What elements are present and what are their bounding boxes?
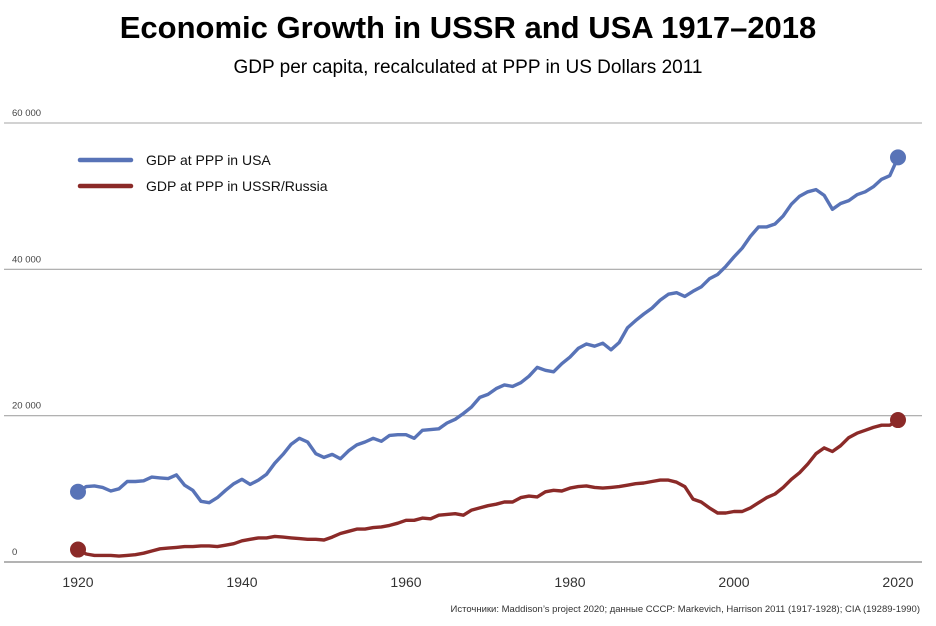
- series-end-point-0: [890, 149, 906, 166]
- y-tick-label: 60 000: [12, 108, 41, 119]
- source-note: Источники: Maddison’s project 2020; данн…: [450, 604, 921, 615]
- series-end-point-1: [890, 412, 906, 429]
- series-line-0: [76, 155, 900, 505]
- x-tick-label: 1960: [390, 574, 421, 590]
- series-line-1: [76, 418, 900, 558]
- legend: GDP at PPP in USA GDP at PPP in USSR/Russ…: [77, 152, 328, 194]
- x-tick-label: 1920: [62, 574, 93, 590]
- series-start-point-0: [70, 483, 86, 500]
- chart-subtitle: GDP per capita, recalculated at PPP in U…: [233, 57, 703, 78]
- y-tick-label: 40 000: [12, 254, 41, 265]
- legend-label-0: GDP at PPP in USA: [146, 152, 271, 168]
- legend-label-1: GDP at PPP in USSR/Russia: [146, 178, 328, 194]
- series-layer: [70, 149, 906, 558]
- x-tick-label: 2000: [718, 574, 749, 590]
- y-tick-label: 20 000: [12, 401, 41, 412]
- x-tick-label: 1940: [226, 574, 257, 590]
- grid-layer: [4, 122, 922, 563]
- x-tick-label: 2020: [882, 574, 913, 590]
- series-start-point-1: [70, 541, 86, 558]
- axis-layer: 0 20 000 40 000 60 000 1920 1940 1960 1980 2000 2…: [12, 108, 914, 590]
- chart-title: Economic Growth in USSR and USA 1917–201…: [119, 10, 817, 45]
- x-tick-label: 1980: [554, 574, 585, 590]
- y-tick-label: 0: [12, 547, 17, 558]
